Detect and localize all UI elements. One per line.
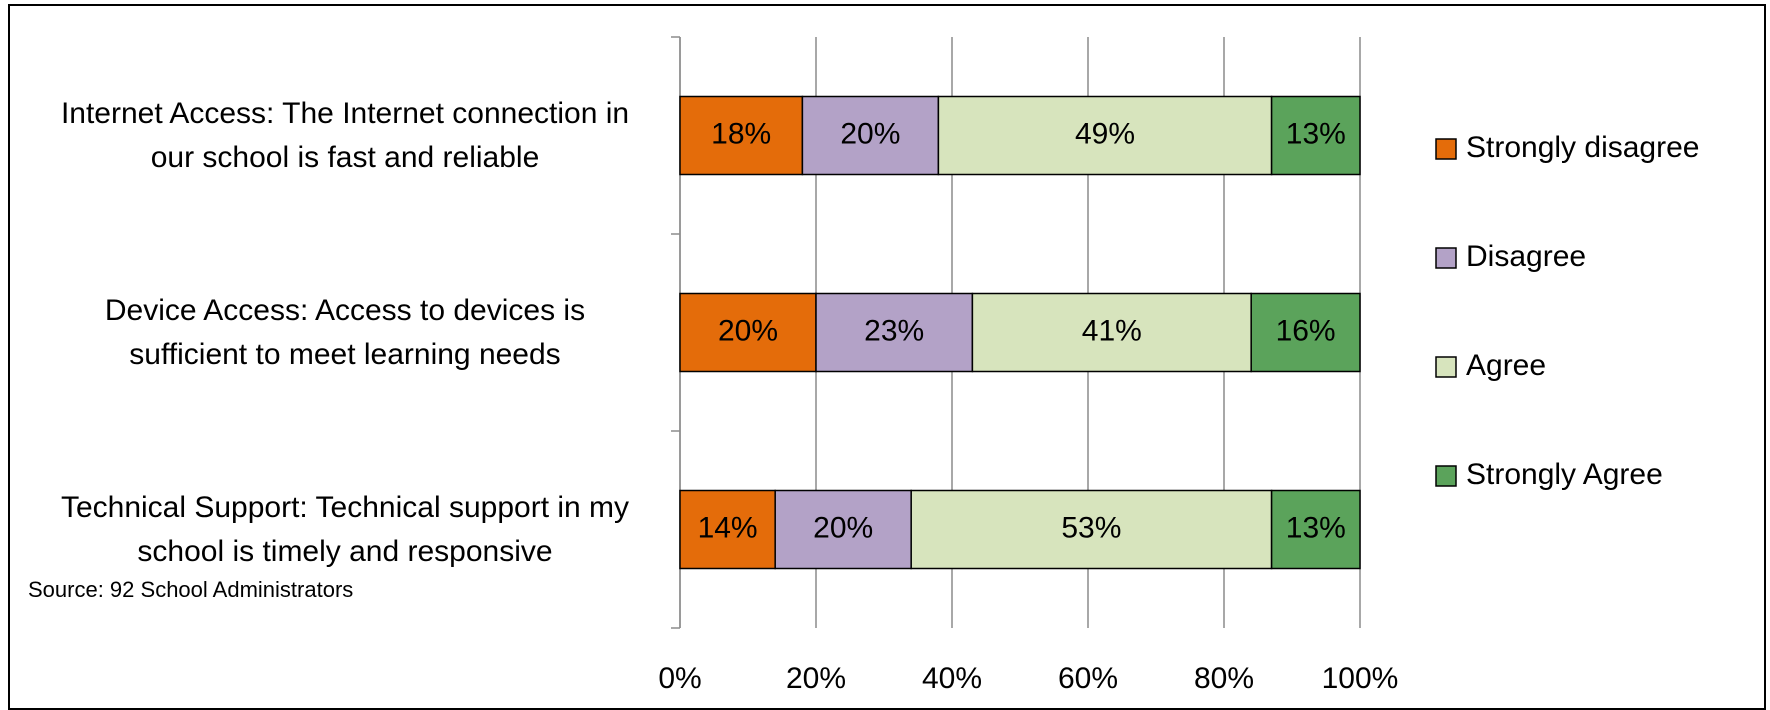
data-label: 18% xyxy=(711,117,771,150)
data-label: 20% xyxy=(840,117,900,150)
bar-segment xyxy=(801,95,940,176)
category-label: Internet Access: The Internet connection… xyxy=(60,96,630,174)
legend-label: Agree xyxy=(1466,349,1546,382)
bar-segment xyxy=(774,489,912,570)
bar-segment xyxy=(1250,292,1361,373)
bar-segment xyxy=(679,489,776,570)
x-tick-label: 40% xyxy=(922,662,982,695)
bar-segment xyxy=(815,292,974,373)
bar-segment xyxy=(910,489,1273,570)
data-label: 14% xyxy=(698,511,758,544)
legend-swatch xyxy=(1435,356,1457,378)
data-label: 16% xyxy=(1276,314,1336,347)
bar-segment xyxy=(679,292,817,373)
data-label: 23% xyxy=(864,314,924,347)
data-label: 13% xyxy=(1286,117,1346,150)
data-label: 53% xyxy=(1061,511,1121,544)
bar-segment xyxy=(971,292,1252,373)
frame xyxy=(8,4,1766,710)
x-tick-label: 60% xyxy=(1058,662,1118,695)
data-label: 41% xyxy=(1082,314,1142,347)
legend-swatch xyxy=(1435,465,1457,487)
x-tick-label: 0% xyxy=(658,662,701,695)
data-label: 20% xyxy=(718,314,778,347)
data-label: 20% xyxy=(813,511,873,544)
legend-swatch xyxy=(1435,138,1457,160)
x-tick-label: 80% xyxy=(1194,662,1254,695)
legend-label: Strongly disagree xyxy=(1466,131,1699,164)
legend-label: Disagree xyxy=(1466,240,1586,273)
data-label: 13% xyxy=(1286,511,1346,544)
bar-segment xyxy=(1270,95,1361,176)
x-tick-label: 100% xyxy=(1322,662,1399,695)
data-label: 49% xyxy=(1075,117,1135,150)
bar-segment xyxy=(1270,489,1361,570)
bar-segment xyxy=(937,95,1273,176)
legend-label: Strongly Agree xyxy=(1466,458,1663,491)
x-tick-label: 20% xyxy=(786,662,846,695)
legend-swatch xyxy=(1435,247,1457,269)
bar-segment xyxy=(679,95,804,176)
category-label: Device Access: Access to devices is suff… xyxy=(104,293,586,371)
category-label: Technical Support: Technical support in … xyxy=(60,490,630,568)
source-note: Source: 92 School Administrators xyxy=(28,577,354,602)
